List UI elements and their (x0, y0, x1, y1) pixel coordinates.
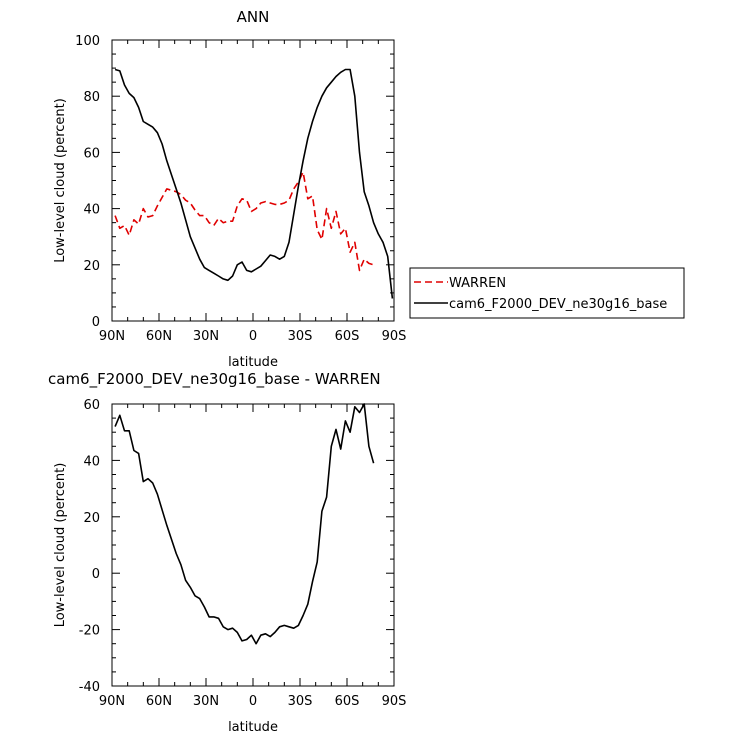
x-tick-label: 30N (193, 329, 219, 344)
x-tick-label: 30S (288, 329, 313, 344)
chart-title: ANN (237, 8, 270, 26)
x-tick-label: 60N (146, 329, 172, 344)
series-line-cam6-f2000-dev-ne30g16-base (114, 68, 394, 299)
y-tick-label: 20 (83, 511, 100, 526)
y-tick-label: 40 (83, 454, 100, 469)
y-axis-label: Low-level cloud (percent) (53, 98, 68, 263)
x-axis-label: latitude (228, 355, 278, 370)
legend-label: cam6_F2000_DEV_ne30g16_base (449, 297, 667, 312)
chart-legend: WARREN cam6_F2000_DEV_ne30g16_base (409, 267, 685, 319)
y-tick-label: 0 (92, 567, 100, 582)
y-tick-label: 40 (83, 203, 100, 218)
y-tick-label: -40 (79, 680, 100, 695)
legend-box (409, 267, 685, 319)
x-tick-label: 30S (288, 694, 313, 709)
x-tick-label: 90S (382, 329, 407, 344)
x-tick-label: 90N (99, 329, 125, 344)
plot-frame (111, 403, 395, 687)
y-tick-label: 60 (83, 146, 100, 161)
y-tick-label: 80 (83, 90, 100, 105)
y-tick-label: 60 (83, 398, 100, 413)
y-tick-label: -20 (79, 624, 100, 639)
x-tick-label: 60N (146, 694, 172, 709)
y-axis-label: Low-level cloud (percent) (53, 463, 68, 628)
x-axis-label: latitude (228, 720, 278, 735)
x-tick-label: 0 (249, 329, 257, 344)
x-tick-label: 30N (193, 694, 219, 709)
y-tick-label: 100 (75, 34, 100, 49)
x-tick-label: 0 (249, 694, 257, 709)
x-tick-label: 90S (382, 694, 407, 709)
series-line-warren (114, 171, 374, 272)
chart-title: cam6_F2000_DEV_ne30g16_base - WARREN (48, 370, 381, 389)
legend-label: WARREN (449, 276, 506, 291)
series-line-difference (114, 403, 375, 645)
x-tick-label: 90N (99, 694, 125, 709)
y-tick-label: 0 (92, 315, 100, 330)
x-tick-label: 60S (335, 329, 360, 344)
x-tick-label: 60S (335, 694, 360, 709)
y-tick-label: 20 (83, 259, 100, 274)
panel-bottom-chart: -40 -20 0 20 40 60 90N 60N 30N 0 30S 60S 90S latitude… (48, 370, 406, 735)
panel-top-chart: 0 20 40 60 80 100 90N 60N 30N 0 30S 60S 90S latitude L… (53, 8, 406, 370)
